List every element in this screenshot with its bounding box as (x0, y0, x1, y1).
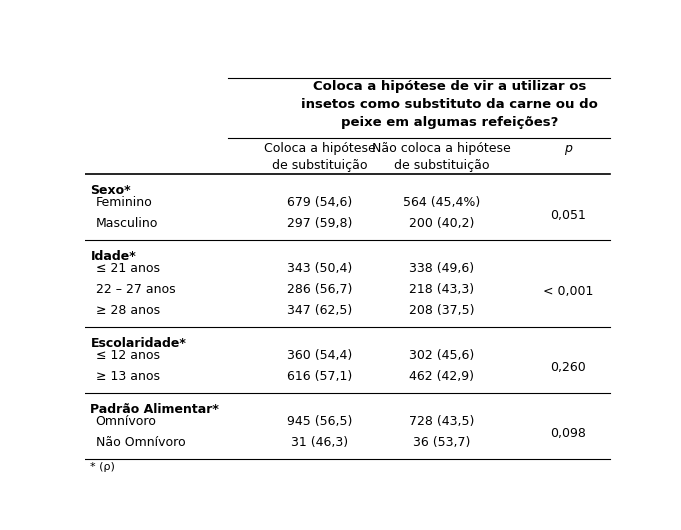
Text: 208 (37,5): 208 (37,5) (409, 304, 474, 317)
Text: * (ρ): * (ρ) (91, 463, 115, 472)
Text: Coloca a hipótese
de substituição: Coloca a hipótese de substituição (264, 142, 376, 172)
Text: Feminino: Feminino (95, 196, 153, 209)
Text: Sexo*: Sexo* (91, 184, 131, 198)
Text: Padrão Alimentar*: Padrão Alimentar* (91, 403, 219, 416)
Text: ≥ 28 anos: ≥ 28 anos (95, 304, 160, 317)
Text: 343 (50,4): 343 (50,4) (287, 262, 353, 275)
Text: Idade*: Idade* (91, 250, 136, 263)
Text: 22 – 27 anos: 22 – 27 anos (95, 283, 175, 296)
Text: Masculino: Masculino (95, 217, 158, 230)
Text: 0,051: 0,051 (550, 209, 586, 222)
Text: 0,260: 0,260 (550, 361, 586, 375)
Text: 728 (43,5): 728 (43,5) (409, 415, 474, 428)
Text: 338 (49,6): 338 (49,6) (409, 262, 474, 275)
Text: 200 (40,2): 200 (40,2) (409, 217, 474, 230)
Text: 0,098: 0,098 (550, 427, 586, 440)
Text: ≤ 21 anos: ≤ 21 anos (95, 262, 159, 275)
Text: Não coloca a hipótese
de substituição: Não coloca a hipótese de substituição (372, 142, 511, 172)
Text: 347 (62,5): 347 (62,5) (287, 304, 353, 317)
Text: 616 (57,1): 616 (57,1) (287, 370, 353, 383)
Text: 679 (54,6): 679 (54,6) (287, 196, 353, 209)
Text: 945 (56,5): 945 (56,5) (287, 415, 353, 428)
Text: 462 (42,9): 462 (42,9) (409, 370, 474, 383)
Text: 302 (45,6): 302 (45,6) (409, 349, 474, 362)
Text: Coloca a hipótese de vir a utilizar os
insetos como substituto da carne ou do
pe: Coloca a hipótese de vir a utilizar os i… (301, 80, 598, 129)
Text: 36 (53,7): 36 (53,7) (413, 436, 470, 449)
Text: p: p (564, 142, 572, 155)
Text: < 0,001: < 0,001 (543, 285, 593, 298)
Text: 564 (45,4%): 564 (45,4%) (402, 196, 480, 209)
Text: Omnívoro: Omnívoro (95, 415, 157, 428)
Text: 297 (59,8): 297 (59,8) (287, 217, 353, 230)
Text: ≤ 12 anos: ≤ 12 anos (95, 349, 159, 362)
Text: ≥ 13 anos: ≥ 13 anos (95, 370, 159, 383)
Text: Escolaridade*: Escolaridade* (91, 338, 187, 350)
Text: 31 (46,3): 31 (46,3) (291, 436, 349, 449)
Text: 360 (54,4): 360 (54,4) (287, 349, 353, 362)
Text: 286 (56,7): 286 (56,7) (287, 283, 353, 296)
Text: 218 (43,3): 218 (43,3) (409, 283, 474, 296)
Text: Não Omnívoro: Não Omnívoro (95, 436, 185, 449)
